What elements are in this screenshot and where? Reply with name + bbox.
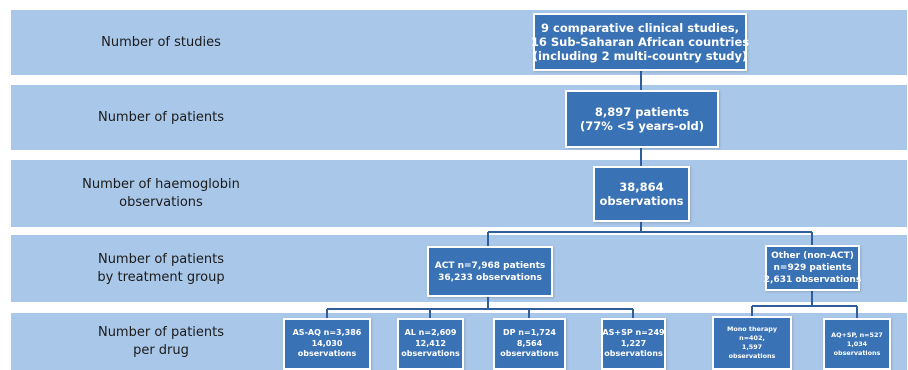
box-assp: AS+SP n=249 1,227 observations: [601, 318, 666, 370]
box-observations: 38,864 observations: [593, 166, 690, 222]
row-label-treatment: Number of patients by treatment group: [97, 251, 225, 285]
band-studies: Number of studies: [11, 10, 907, 75]
row-label-patients: Number of patients: [97, 109, 225, 125]
box-patients: 8,897 patients (77% <5 years-old): [565, 90, 719, 148]
box-dp: DP n=1,724 8,564 observations: [493, 318, 566, 370]
box-mono: Mono therapy n=402, 1,597 observations: [712, 316, 792, 370]
row-label-observations: Number of haemoglobin observations: [82, 176, 240, 210]
box-asaq: AS-AQ n=3,386 14,030 observations: [283, 318, 371, 370]
box-studies: 9 comparative clinical studies, 16 Sub-S…: [531, 13, 749, 71]
row-label-drug: Number of patients per drug: [97, 324, 225, 358]
box-other: Other (non-ACT) n=929 patients 2,631 obs…: [764, 245, 861, 291]
box-al: AL n=2,609 12,412 observations: [397, 318, 464, 370]
band-patients: Number of patients: [11, 85, 907, 150]
band-observations: Number of haemoglobin observations: [11, 160, 907, 227]
row-label-studies: Number of studies: [101, 34, 221, 50]
box-aqsp: AQ+SP, n=527 1,034 observations: [823, 318, 891, 370]
box-act: ACT n=7,968 patients 36,233 observations: [427, 246, 553, 297]
